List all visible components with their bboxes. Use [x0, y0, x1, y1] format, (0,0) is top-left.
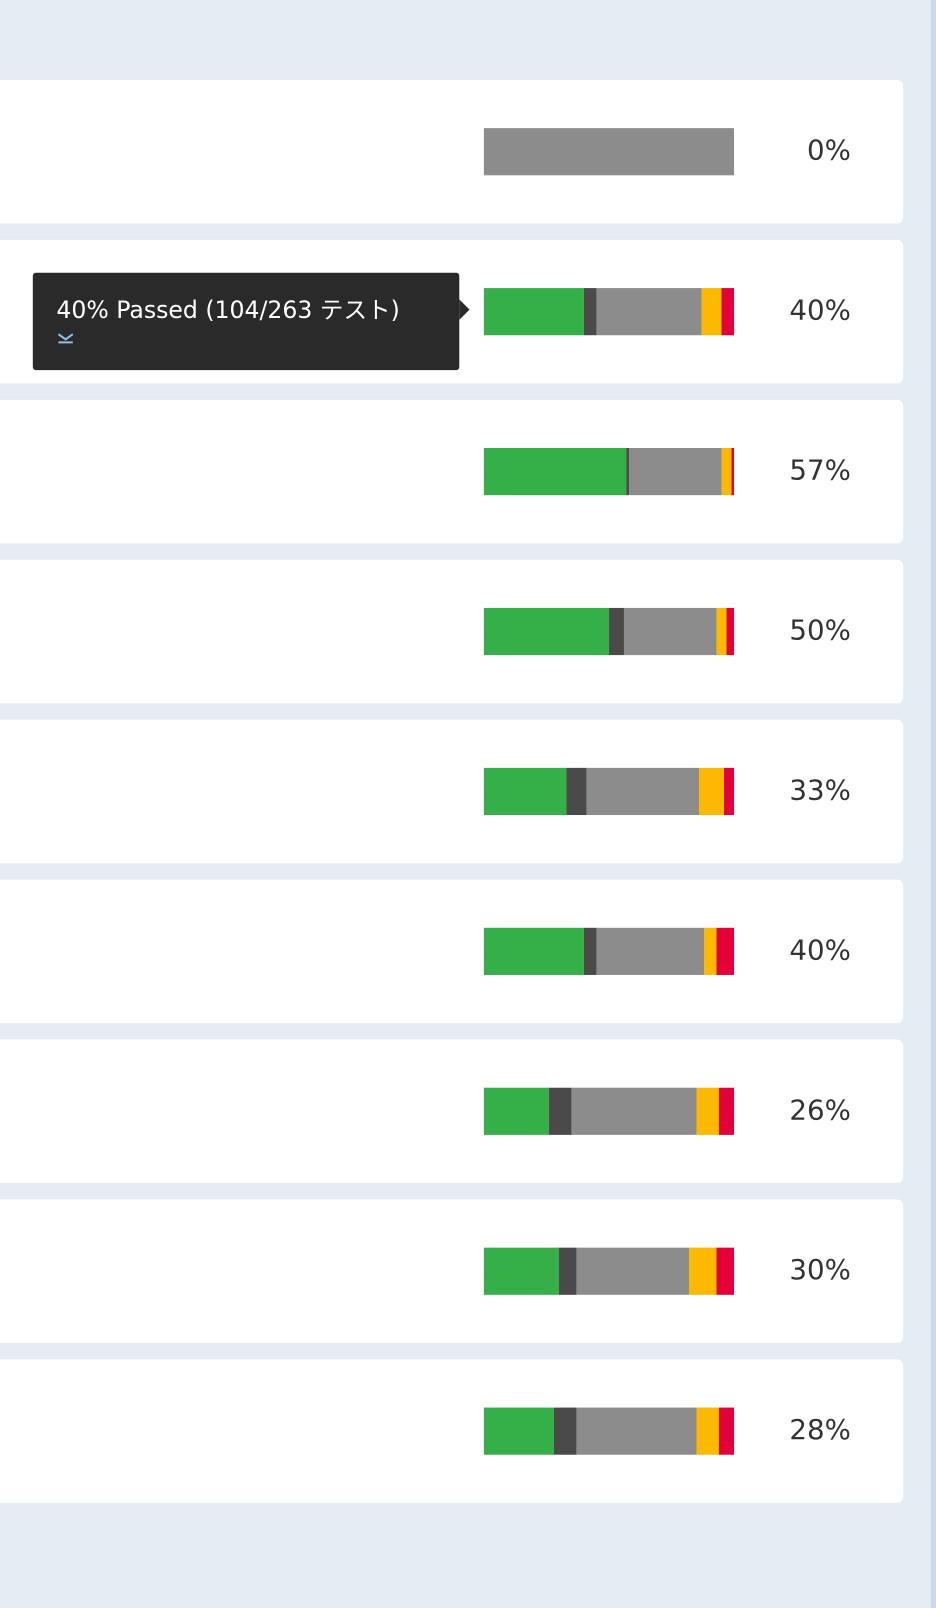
percent-label: 0% — [807, 134, 851, 167]
progress-segment — [596, 288, 702, 336]
progress-segment — [726, 607, 735, 656]
progress-segment — [483, 1247, 559, 1295]
progress-segment — [483, 448, 627, 496]
progress-segment — [716, 607, 727, 656]
row-card — [0, 1039, 904, 1184]
tooltip: 40% Passed (104/263 テスト) — [32, 272, 470, 371]
progress-segment — [576, 1407, 697, 1455]
progress-segment — [719, 1407, 735, 1455]
row-card — [0, 79, 904, 224]
row-card — [0, 719, 904, 864]
progress-segment — [626, 448, 629, 496]
progress-segment — [719, 1087, 735, 1135]
row[interactable]: 26% — [0, 1039, 904, 1184]
progress-segment — [623, 607, 717, 656]
progress-segment — [483, 927, 584, 975]
progress-segment — [696, 1087, 720, 1135]
percent-label: 28% — [789, 1413, 850, 1446]
row-card — [0, 879, 904, 1024]
progress-segment — [696, 1407, 720, 1455]
row[interactable]: 40% — [0, 879, 904, 1024]
progress-segment — [716, 1247, 735, 1295]
progress-segment — [596, 927, 705, 975]
progress-segment — [548, 1087, 572, 1135]
progress-segment — [583, 927, 597, 975]
progress-segment — [716, 927, 735, 975]
progress-segment — [483, 767, 567, 816]
tooltip-text: 40% Passed (104/263 テスト) — [56, 296, 399, 324]
row[interactable]: 33% — [0, 719, 904, 864]
progress-segment — [483, 1087, 549, 1135]
progress-segment — [701, 288, 722, 336]
progress-segment — [583, 288, 597, 336]
progress-segment — [483, 607, 609, 656]
progress-segment — [558, 1247, 577, 1295]
progress-segment — [483, 128, 735, 176]
percent-label: 57% — [789, 454, 850, 487]
tooltip-arrow — [459, 299, 470, 320]
progress-segment — [721, 288, 735, 336]
progress-segment — [724, 767, 735, 816]
progress-segment — [731, 448, 735, 496]
row-card — [0, 559, 904, 704]
row-card — [0, 1359, 904, 1503]
progress-segment — [704, 927, 717, 975]
row-card — [0, 1199, 904, 1343]
percent-label: 40% — [789, 294, 850, 327]
percent-label: 30% — [789, 1253, 850, 1286]
expand-icon[interactable] — [57, 333, 74, 344]
row[interactable]: 57% — [0, 399, 904, 544]
progress-segment — [483, 288, 584, 336]
progress-segment — [608, 607, 624, 656]
row[interactable]: 28% — [0, 1359, 904, 1503]
progress-segment — [566, 767, 587, 816]
progress-segment — [553, 1407, 577, 1455]
progress-segment — [586, 767, 700, 816]
progress-segment — [699, 767, 725, 816]
progress-segment — [721, 448, 732, 496]
progress-segment — [571, 1087, 697, 1135]
percent-label: 26% — [789, 1093, 850, 1126]
progress-segment — [628, 448, 722, 496]
percent-label: 40% — [789, 933, 850, 966]
percent-label: 50% — [789, 614, 850, 647]
row[interactable]: 30% — [0, 1199, 904, 1343]
progress-segment — [689, 1247, 717, 1295]
progress-segment — [576, 1247, 690, 1295]
scroll-edge — [930, 0, 936, 1608]
progress-segment — [483, 1407, 554, 1455]
tooltip-box — [32, 272, 460, 371]
row-card — [0, 399, 904, 544]
percent-label: 33% — [789, 773, 850, 806]
row[interactable]: 50% — [0, 559, 904, 704]
row[interactable]: 0% — [0, 79, 904, 224]
